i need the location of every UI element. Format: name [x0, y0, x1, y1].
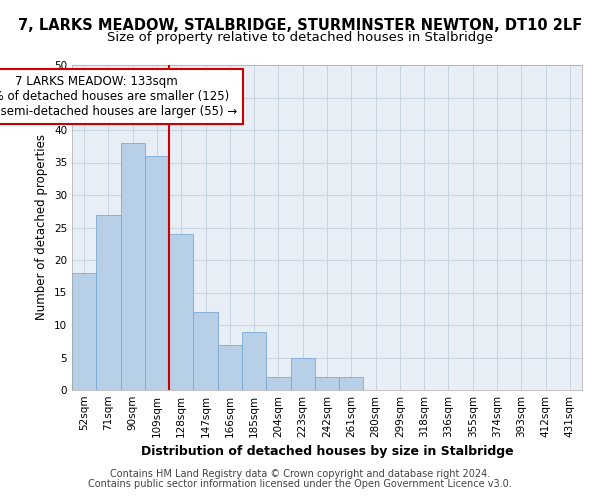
Bar [242, 332, 266, 390]
Text: Contains public sector information licensed under the Open Government Licence v3: Contains public sector information licen… [88, 479, 512, 489]
Bar [339, 377, 364, 390]
Bar [169, 234, 193, 390]
Bar [96, 214, 121, 390]
Bar [72, 273, 96, 390]
Text: Contains HM Land Registry data © Crown copyright and database right 2024.: Contains HM Land Registry data © Crown c… [110, 469, 490, 479]
X-axis label: Distribution of detached houses by size in Stalbridge: Distribution of detached houses by size … [140, 446, 514, 458]
Text: 7, LARKS MEADOW, STALBRIDGE, STURMINSTER NEWTON, DT10 2LF: 7, LARKS MEADOW, STALBRIDGE, STURMINSTER… [18, 18, 582, 32]
Bar [218, 344, 242, 390]
Bar [290, 358, 315, 390]
Bar [145, 156, 169, 390]
Text: Size of property relative to detached houses in Stalbridge: Size of property relative to detached ho… [107, 31, 493, 44]
Bar [121, 143, 145, 390]
Bar [193, 312, 218, 390]
Bar [266, 377, 290, 390]
Text: 7 LARKS MEADOW: 133sqm
← 69% of detached houses are smaller (125)
30% of semi-de: 7 LARKS MEADOW: 133sqm ← 69% of detached… [0, 74, 237, 118]
Bar [315, 377, 339, 390]
Y-axis label: Number of detached properties: Number of detached properties [35, 134, 49, 320]
